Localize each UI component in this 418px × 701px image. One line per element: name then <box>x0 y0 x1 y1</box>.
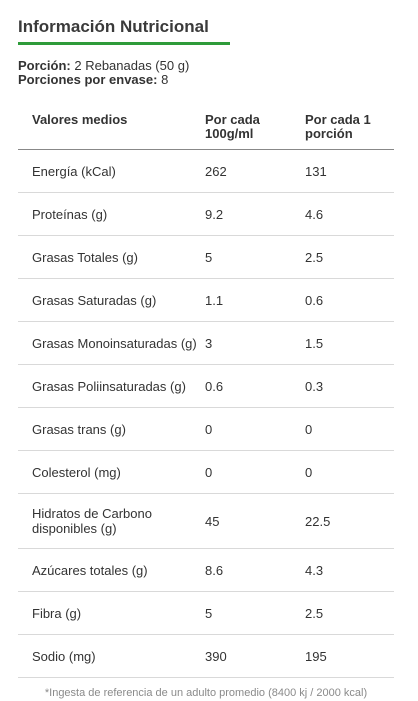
table-row: Grasas Saturadas (g) 1.1 0.6 <box>18 278 394 322</box>
column-header-per-portion: Por cada 1 porción <box>305 101 394 150</box>
table-row: Grasas trans (g) 0 0 <box>18 407 394 451</box>
nutrient-name: Proteínas (g) <box>18 192 205 236</box>
nutrient-name: Hidratos de Carbono disponibles (g) <box>18 493 205 549</box>
portion-value: 2 Rebanadas (50 g) <box>74 58 190 73</box>
value-per-portion: 2.5 <box>305 235 394 279</box>
value-per-100: 0 <box>205 450 305 494</box>
value-per-portion: 0.6 <box>305 278 394 322</box>
value-per-100: 45 <box>205 493 305 549</box>
value-per-100: 8.6 <box>205 548 305 592</box>
per-package-line: Porciones por envase: 8 <box>18 73 394 87</box>
table-row: Energía (kCal) 262 131 <box>18 149 394 193</box>
table-row: Fibra (g) 5 2.5 <box>18 591 394 635</box>
value-per-portion: 2.5 <box>305 591 394 635</box>
column-header-per-100: Por cada 100g/ml <box>205 101 305 150</box>
table-row: Grasas Totales (g) 5 2.5 <box>18 235 394 279</box>
table-row: Hidratos de Carbono disponibles (g) 45 2… <box>18 493 394 549</box>
portion-label: Porción: <box>18 58 71 73</box>
table-row: Grasas Monoinsaturadas (g) 3 1.5 <box>18 321 394 365</box>
nutrition-panel: Información Nutricional Porción: 2 Reban… <box>18 0 394 699</box>
value-per-portion: 0 <box>305 450 394 494</box>
nutrient-name: Sodio (mg) <box>18 634 205 678</box>
value-per-portion: 0 <box>305 407 394 451</box>
nutrient-name: Grasas Totales (g) <box>18 235 205 279</box>
nutrient-name: Colesterol (mg) <box>18 450 205 494</box>
title-underline <box>18 42 230 45</box>
table-row: Colesterol (mg) 0 0 <box>18 450 394 494</box>
value-per-100: 9.2 <box>205 192 305 236</box>
value-per-portion: 1.5 <box>305 321 394 365</box>
nutrient-name: Fibra (g) <box>18 591 205 635</box>
value-per-portion: 4.3 <box>305 548 394 592</box>
column-header-nutrient: Valores medios <box>18 101 205 150</box>
table-row: Azúcares totales (g) 8.6 4.3 <box>18 548 394 592</box>
value-per-100: 3 <box>205 321 305 365</box>
value-per-100: 262 <box>205 149 305 193</box>
nutrition-table: Valores medios Por cada 100g/ml Por cada… <box>18 101 394 678</box>
value-per-portion: 0.3 <box>305 364 394 408</box>
nutrient-name: Energía (kCal) <box>18 149 205 193</box>
footnote: *Ingesta de referencia de un adulto prom… <box>44 687 368 699</box>
nutrient-name: Azúcares totales (g) <box>18 548 205 592</box>
value-per-100: 0.6 <box>205 364 305 408</box>
value-per-100: 5 <box>205 591 305 635</box>
value-per-portion: 131 <box>305 149 394 193</box>
value-per-portion: 195 <box>305 634 394 678</box>
portion-line: Porción: 2 Rebanadas (50 g) <box>18 59 394 73</box>
table-row: Grasas Poliinsaturadas (g) 0.6 0.3 <box>18 364 394 408</box>
value-per-100: 390 <box>205 634 305 678</box>
per-package-value: 8 <box>161 72 169 87</box>
value-per-portion: 4.6 <box>305 192 394 236</box>
table-row: Proteínas (g) 9.2 4.6 <box>18 192 394 236</box>
value-per-100: 1.1 <box>205 278 305 322</box>
value-per-100: 0 <box>205 407 305 451</box>
value-per-portion: 22.5 <box>305 493 394 549</box>
serving-info: Porción: 2 Rebanadas (50 g) Porciones po… <box>18 59 394 87</box>
table-row: Sodio (mg) 390 195 <box>18 634 394 678</box>
nutrient-name: Grasas Monoinsaturadas (g) <box>18 321 205 365</box>
table-header-row: Valores medios Por cada 100g/ml Por cada… <box>18 101 394 150</box>
page-title: Información Nutricional <box>18 17 209 36</box>
per-package-label: Porciones por envase: <box>18 72 158 87</box>
nutrient-name: Grasas Poliinsaturadas (g) <box>18 364 205 408</box>
value-per-100: 5 <box>205 235 305 279</box>
nutrient-name: Grasas trans (g) <box>18 407 205 451</box>
nutrient-name: Grasas Saturadas (g) <box>18 278 205 322</box>
